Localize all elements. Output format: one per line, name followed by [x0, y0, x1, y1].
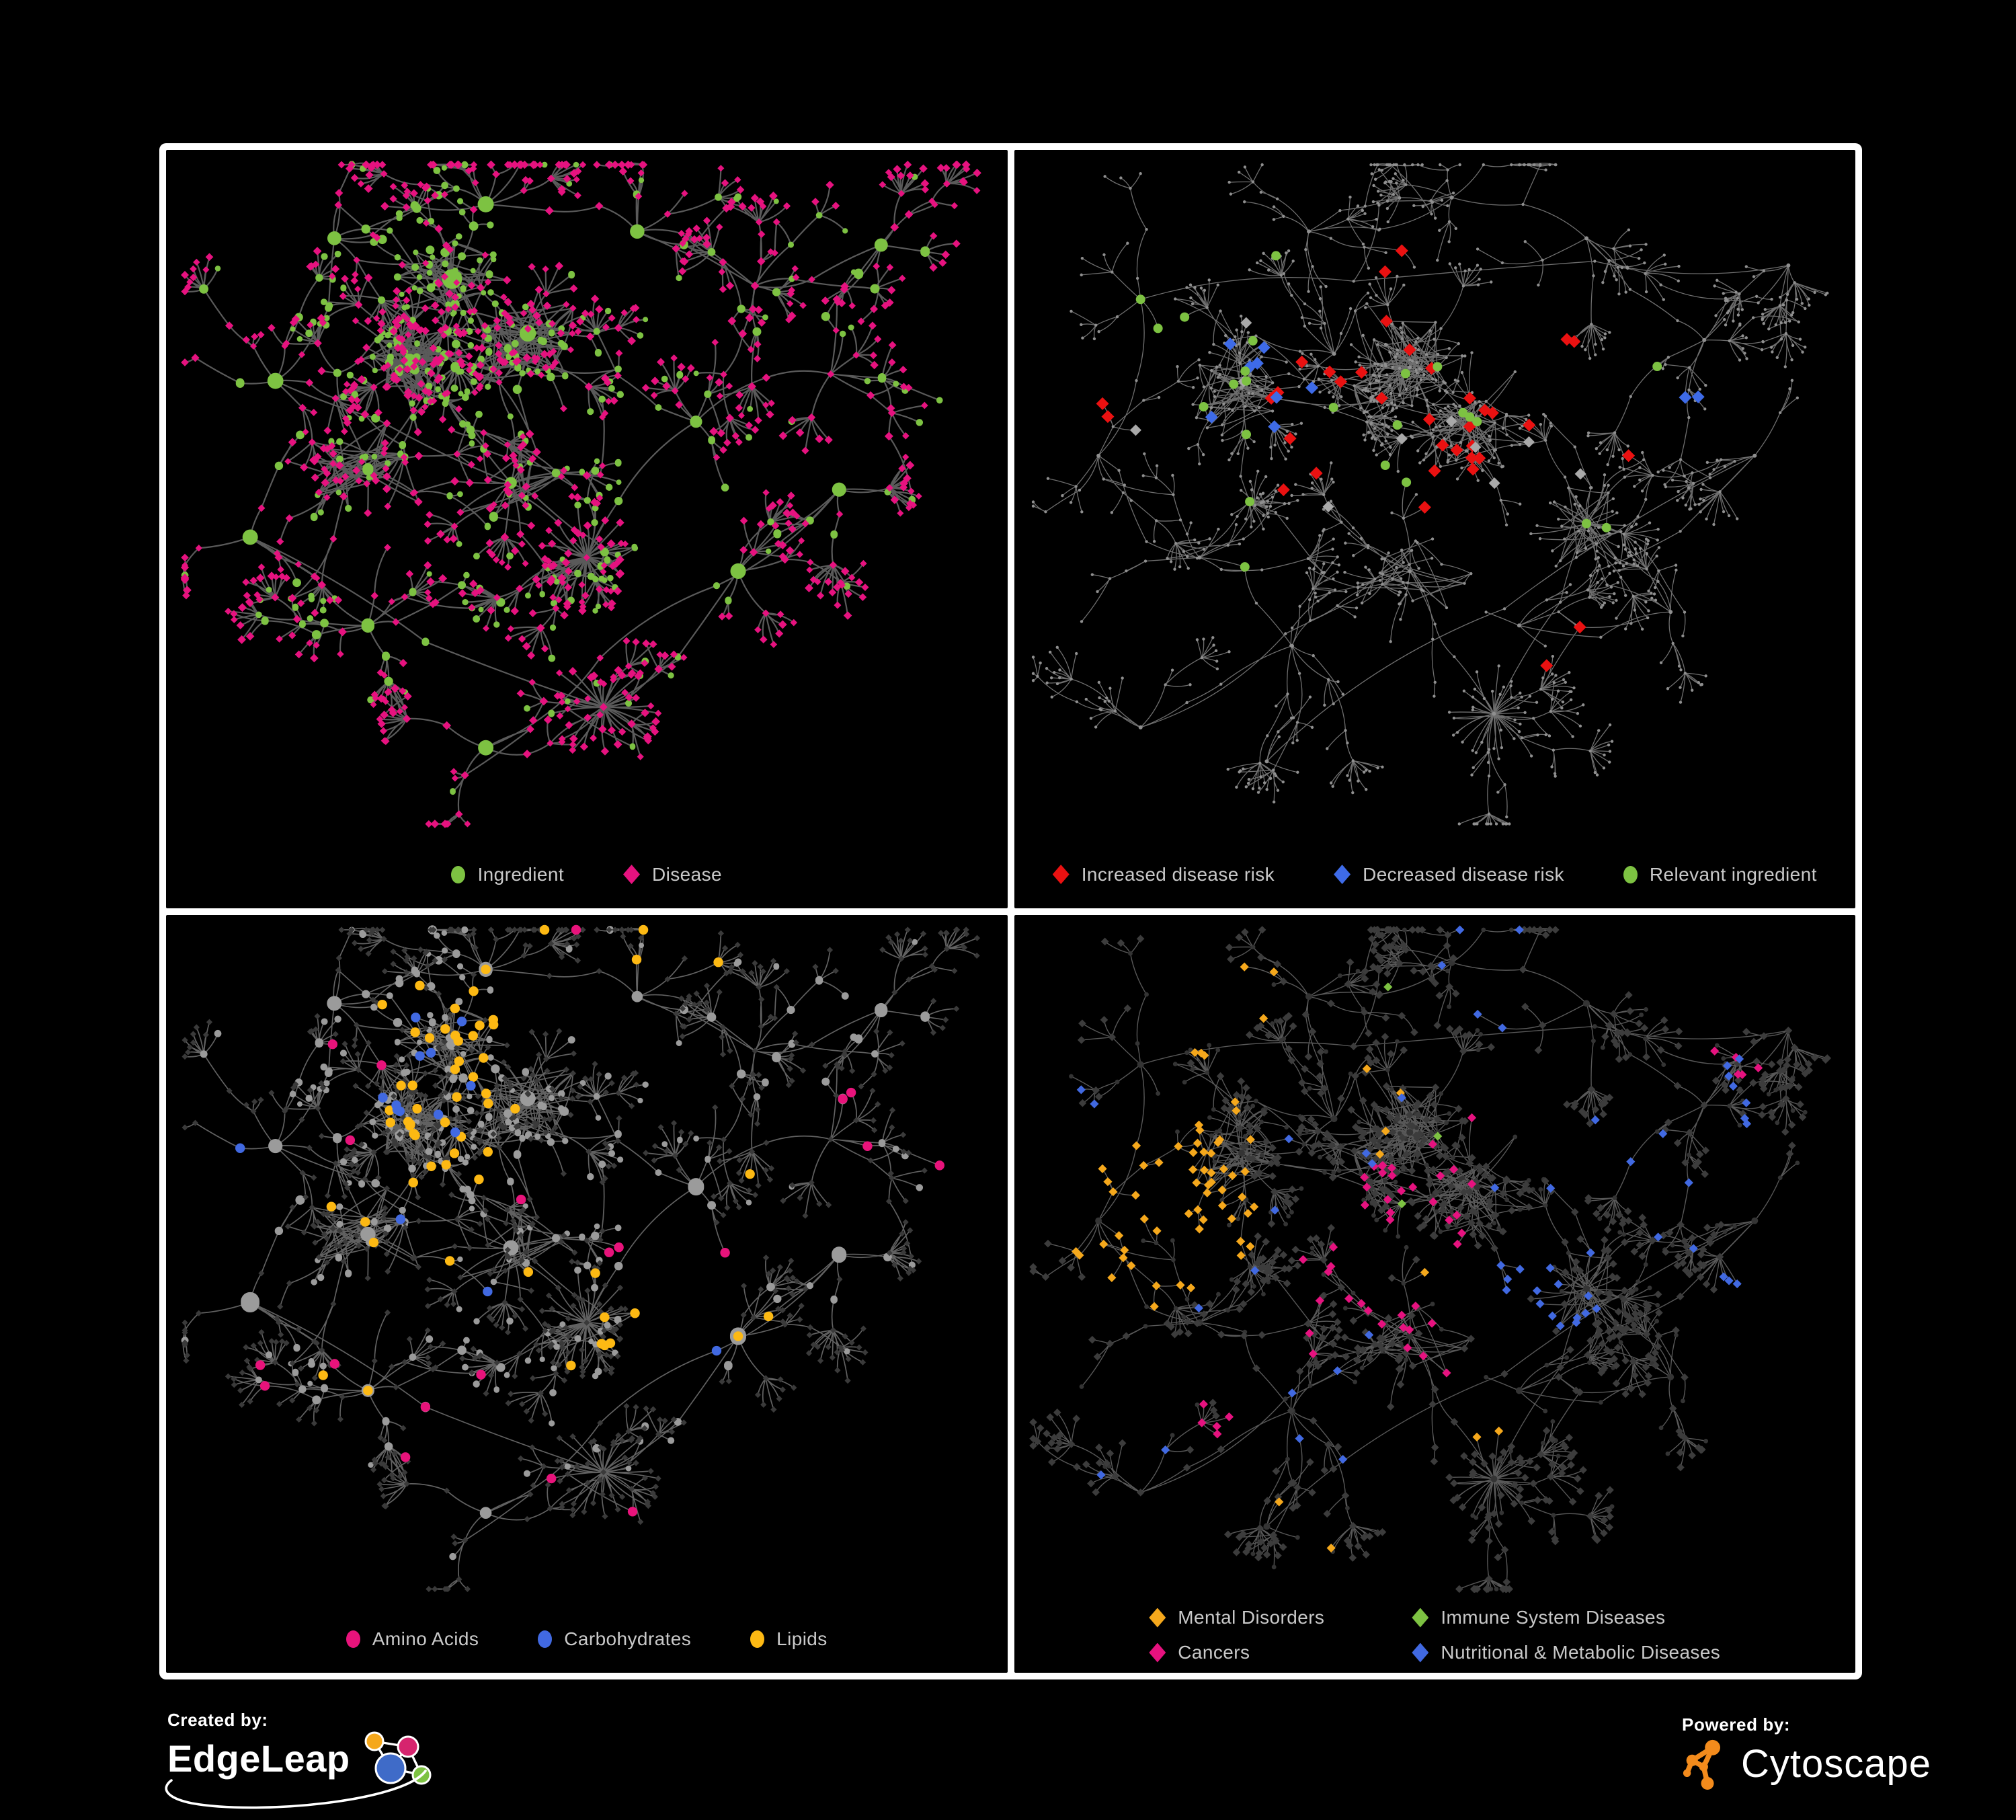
- circle-marker: [538, 1630, 553, 1648]
- nodes-circles: [1031, 163, 1828, 826]
- powered-by-block: Powered by: Cytoscape: [1682, 1714, 1931, 1792]
- nodes-diamonds: [1029, 925, 1831, 1593]
- legend-label: Increased disease risk: [1081, 863, 1275, 885]
- cytoscape-wordmark: Cytoscape: [1741, 1742, 1932, 1786]
- legend-item-increased-disease-risk: Increased disease risk: [1052, 863, 1275, 885]
- panel-disease-classes: Mental Disorders Immune System Diseases Ca…: [1014, 914, 1856, 1673]
- cytoscape-logo: [1683, 1739, 1720, 1790]
- legend-label: Disease: [652, 863, 722, 885]
- highlight-nodes: [1096, 244, 1635, 672]
- legend-item-decreased-disease-risk: Decreased disease risk: [1334, 864, 1564, 885]
- legend-ingredient-classes: Amino Acids Carbohydrates Lipids: [166, 1628, 1008, 1650]
- legend-label: Decreased disease risk: [1363, 863, 1564, 885]
- edges: [1032, 927, 1827, 1589]
- created-by-block: Created by: EdgeLeap: [165, 1710, 439, 1809]
- powered-by-label: Powered by:: [1682, 1714, 1791, 1735]
- edges: [1032, 163, 1827, 825]
- circle-marker: [451, 865, 466, 883]
- panel-ingredient-disease: Ingredient Disease: [166, 150, 1008, 908]
- panel-ingredient-classes: Amino Acids Carbohydrates Lipids: [166, 914, 1008, 1673]
- edgeleap-wordmark: EdgeLeap: [167, 1737, 350, 1780]
- legend-label: Cancers: [1178, 1642, 1250, 1663]
- legend-item-immune-system-diseases: Immune System Diseases: [1412, 1607, 1720, 1628]
- network-ingredient-classes: [181, 924, 981, 1592]
- network-disease-classes: [1029, 924, 1831, 1593]
- legend-disease-classes: Mental Disorders Immune System Diseases Ca…: [1014, 1607, 1856, 1663]
- network-disease-risk: [1031, 163, 1828, 826]
- panels-grid: Ingredient Disease Increased disease risk…: [159, 143, 1862, 1679]
- legend-label: Amino Acids: [372, 1628, 479, 1649]
- legend-item-nutritional-metabolic-diseases: Nutritional & Metabolic Diseases: [1412, 1642, 1720, 1663]
- legend-label: Immune System Diseases: [1441, 1607, 1666, 1628]
- legend-ingredient-disease: Ingredient Disease: [166, 864, 1008, 885]
- legend-item-carbohydrates: Carbohydrates: [538, 1628, 691, 1650]
- diamond-marker: [1052, 865, 1070, 884]
- diamond-marker: [623, 865, 641, 884]
- legend-label: Mental Disorders: [1178, 1607, 1325, 1628]
- highlight-nodes: [255, 924, 944, 1516]
- edges: [182, 927, 977, 1590]
- cytoscape-brandrow: Cytoscape: [1682, 1737, 1931, 1792]
- legend-label: Lipids: [776, 1628, 828, 1649]
- legend-item-disease: Disease: [623, 864, 722, 885]
- highlight-nodes: [1197, 1046, 1763, 1438]
- legend-item-lipids: Lipids: [750, 1628, 828, 1650]
- legend-label: Ingredient: [477, 863, 565, 885]
- diamond-marker: [1149, 1608, 1166, 1628]
- legend-item-amino-acids: Amino Acids: [346, 1628, 479, 1650]
- legend-label: Relevant ingredient: [1649, 863, 1817, 885]
- panel-disease-risk: Increased disease risk Decreased disease …: [1014, 150, 1856, 908]
- diamond-marker: [1149, 1643, 1166, 1663]
- legend-item-ingredient: Ingredient: [451, 864, 564, 885]
- diamond-marker: [1412, 1643, 1429, 1663]
- legend-label: Nutritional & Metabolic Diseases: [1441, 1642, 1721, 1663]
- legend-label: Carbohydrates: [564, 1628, 692, 1649]
- circle-marker: [346, 1630, 360, 1648]
- circle-marker: [1623, 865, 1638, 883]
- edgeleap-brandrow: EdgeLeap: [165, 1731, 439, 1809]
- legend-item-mental-disorders: Mental Disorders: [1149, 1607, 1324, 1628]
- diamond-marker: [1334, 865, 1351, 884]
- edges: [182, 162, 977, 825]
- edgeleap-logo: [364, 1731, 432, 1785]
- diamond-marker: [1412, 1608, 1429, 1628]
- nodes-diamonds: [180, 160, 981, 828]
- legend-item-relevant-ingredient: Relevant ingredient: [1623, 864, 1817, 885]
- legend-disease-risk: Increased disease risk Decreased disease …: [1014, 864, 1856, 885]
- legend-item-cancers: Cancers: [1149, 1642, 1324, 1663]
- circle-marker: [750, 1630, 765, 1648]
- network-ingredient-disease: [180, 160, 981, 828]
- created-by-label: Created by:: [167, 1710, 268, 1730]
